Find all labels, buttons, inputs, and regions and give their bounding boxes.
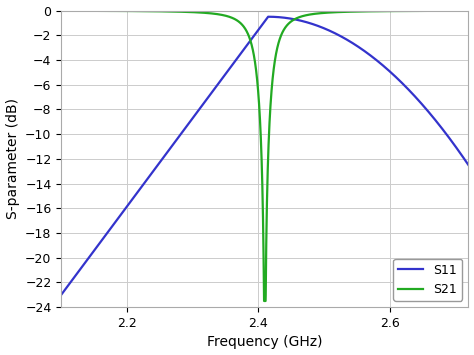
S21 (215, 12, 220, 16)
Line: S21: S21 (61, 11, 468, 301)
S11 (129, 198, 135, 202)
S11 (465, 163, 471, 167)
Line: S11: S11 (61, 17, 468, 295)
S11 (265, 15, 271, 19)
S11 (232, 59, 238, 63)
S11 (215, 83, 220, 87)
S21 (261, 299, 267, 303)
Legend: S11, S21: S11, S21 (393, 259, 462, 301)
S21 (465, 9, 471, 13)
S21 (58, 9, 64, 13)
S11 (458, 152, 464, 156)
S21 (105, 9, 110, 13)
S21 (232, 17, 238, 21)
S21 (129, 9, 135, 13)
S11 (105, 230, 110, 235)
S11 (414, 96, 419, 100)
X-axis label: Frequency (GHz): Frequency (GHz) (207, 335, 323, 349)
S21 (414, 9, 419, 13)
Y-axis label: S-parameter (dB): S-parameter (dB) (6, 98, 19, 219)
S11 (58, 293, 64, 297)
S21 (458, 9, 464, 13)
